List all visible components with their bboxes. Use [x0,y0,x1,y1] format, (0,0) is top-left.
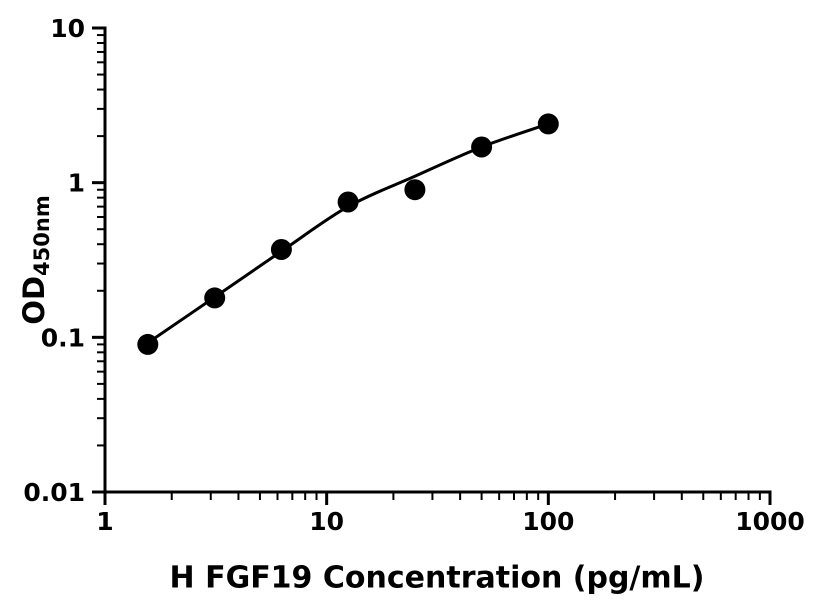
x-tick-label: 100 [522,507,574,536]
data-point [404,179,426,201]
x-tick-label: 1 [96,507,113,536]
y-axis-title-main: OD [17,275,51,325]
axes-spines [103,26,772,494]
x-tick-label: 1000 [735,507,805,536]
data-point [337,191,359,213]
fitted-curve [146,122,549,345]
y-tick-label: 10 [50,14,85,43]
x-axis-title: H FGF19 Concentration (pg/mL) [169,560,705,596]
x-tick-label: 10 [309,507,344,536]
y-tick-label: 0.1 [41,323,85,352]
y-axis-title-sub: 450nm [30,195,54,276]
y-tick-label: 1 [68,169,85,198]
y-tick-label: 0.01 [23,478,85,507]
y-axis-title: OD450nm [17,195,54,325]
